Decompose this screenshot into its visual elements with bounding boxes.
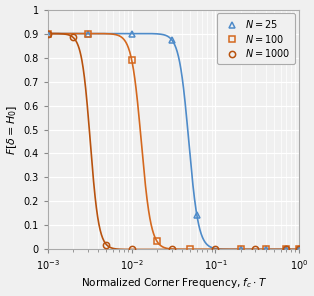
$N = 1000$ bbox=[105, 243, 108, 247]
$N = 100$ bbox=[86, 32, 90, 35]
X-axis label: Normalized Corner Frequency, $f_c \cdot T$: Normalized Corner Frequency, $f_c \cdot … bbox=[80, 276, 267, 290]
$N = 1000$ bbox=[284, 248, 288, 251]
$N = 1000$ bbox=[254, 248, 257, 251]
$N = 100$ bbox=[284, 248, 288, 251]
$N = 25$ bbox=[264, 248, 268, 251]
$N = 25$ bbox=[86, 32, 90, 35]
Line: $N = 1000$: $N = 1000$ bbox=[45, 30, 302, 252]
Line: $N = 100$: $N = 100$ bbox=[45, 30, 302, 252]
$N = 1000$ bbox=[130, 248, 133, 251]
$N = 1000$ bbox=[297, 248, 301, 251]
$N = 100$ bbox=[264, 248, 268, 251]
$N = 1000$ bbox=[170, 248, 174, 251]
$N = 100$ bbox=[155, 239, 159, 243]
$N = 25$ bbox=[170, 38, 174, 41]
Legend: $N = 25$, $N = 100$, $N = 1000$: $N = 25$, $N = 100$, $N = 1000$ bbox=[217, 13, 295, 64]
$N = 25$ bbox=[195, 214, 199, 217]
$N = 25$ bbox=[46, 32, 50, 35]
$N = 100$ bbox=[239, 248, 243, 251]
$N = 25$ bbox=[297, 248, 301, 251]
$N = 100$ bbox=[46, 32, 50, 35]
$N = 1000$ bbox=[46, 32, 50, 35]
$N = 25$ bbox=[239, 248, 243, 251]
$N = 25$ bbox=[284, 248, 288, 251]
$N = 100$ bbox=[297, 248, 301, 251]
$N = 100$ bbox=[188, 248, 192, 251]
Line: $N = 25$: $N = 25$ bbox=[45, 30, 302, 252]
$N = 1000$ bbox=[214, 248, 217, 251]
$N = 25$ bbox=[130, 32, 133, 35]
Y-axis label: $F[\delta = H_0]$: $F[\delta = H_0]$ bbox=[6, 104, 19, 155]
$N = 100$ bbox=[130, 58, 133, 62]
$N = 1000$ bbox=[71, 36, 75, 39]
